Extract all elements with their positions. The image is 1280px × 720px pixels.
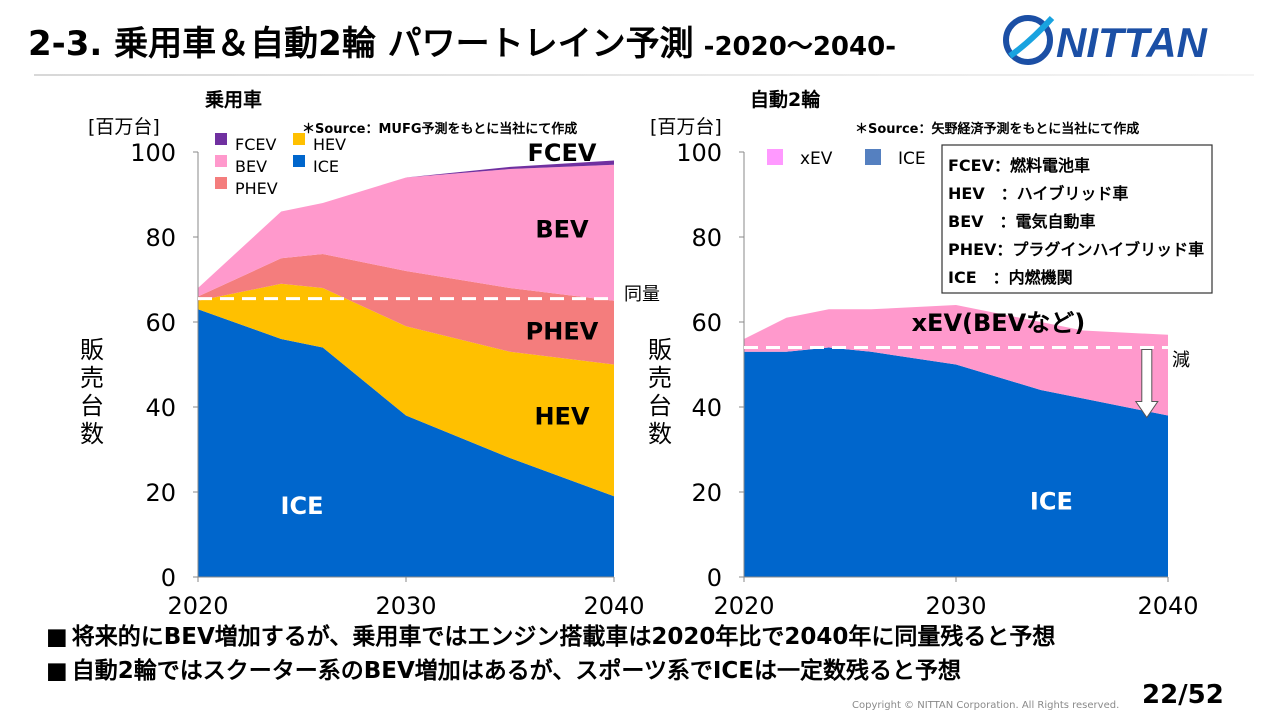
area-label-ice: ICE: [1030, 488, 1073, 516]
bullet-marker: ■: [46, 658, 68, 684]
chart-heading: 乗用車: [205, 88, 262, 111]
area-phev: [198, 254, 614, 365]
y-tick-label: 80: [691, 224, 722, 252]
y-tick-label: 0: [161, 564, 176, 592]
reference-label: 減: [1172, 350, 1190, 371]
y-axis-label-char: 販: [80, 336, 104, 364]
legend-label: ICE: [898, 149, 926, 169]
x-tick-label: 2020: [167, 592, 228, 620]
page-number: 22/52: [1142, 680, 1224, 710]
x-tick-label: 2040: [583, 592, 644, 620]
y-tick-label: 0: [707, 564, 722, 592]
x-tick-label: 2030: [375, 592, 436, 620]
glossary-row: BEV ：電気自動車: [948, 212, 1096, 231]
logo-swoosh-icon: [1008, 15, 1055, 59]
area-label-hev: HEV: [534, 403, 589, 431]
chart-source: ＊Source：MUFG予測をもとに当社にて作成: [302, 121, 577, 137]
y-tick-label: 60: [691, 309, 722, 337]
chart-unit: [百万台]: [88, 116, 160, 138]
y-axis-label-char: 数: [648, 420, 672, 448]
legend-swatch: [215, 155, 227, 167]
legend-swatch: [865, 149, 881, 165]
legend-swatch: [215, 133, 227, 145]
chart-1: [193, 133, 615, 582]
legend-swatch: [215, 177, 227, 189]
y-axis-label-char: 売: [648, 364, 672, 392]
nittan-logo: NITTAN: [1003, 15, 1209, 66]
area-ice: [744, 347, 1168, 577]
legend-label: ICE: [313, 157, 339, 176]
y-tick-label: 80: [145, 224, 176, 252]
decrease-arrow-icon: [1134, 349, 1159, 419]
glossary-row: HEV ：ハイブリッド車: [948, 184, 1128, 203]
summary-bullets: ■ 将来的にBEV増加するが、乗用車ではエンジン搭載車は2020年比で2040年に…: [46, 620, 1055, 688]
y-axis-label-char: 販: [648, 336, 672, 364]
area-label-bev: BEV: [535, 216, 589, 244]
legend-label: PHEV: [235, 179, 278, 198]
y-tick-label: 100: [676, 139, 722, 167]
page-title-sub: -2020～2040-: [703, 32, 896, 62]
chart-2: [739, 149, 1169, 582]
chart-heading: 自動2輪: [750, 88, 821, 111]
legend-label: xEV: [800, 149, 833, 169]
y-axis-label-char: 台: [80, 392, 104, 420]
legend-label: FCEV: [235, 135, 276, 154]
area-ice: [198, 309, 614, 577]
logo-ring-icon: [1003, 15, 1053, 65]
area-bev: [198, 164, 614, 301]
page-title: 2-3. 乗用車＆自動2輪 パワートレイン予測 -2020～2040-: [28, 16, 896, 65]
y-tick-label: 100: [130, 139, 176, 167]
area-label-fcev: FCEV: [528, 139, 597, 167]
area-label-phev: PHEV: [526, 318, 599, 346]
bullet-text: 将来的にBEV増加するが、乗用車ではエンジン搭載車は2020年比で2040年に同…: [71, 624, 1056, 650]
y-tick-label: 40: [145, 394, 176, 422]
legend-swatch: [767, 149, 783, 165]
chart-source: ＊Source：矢野経済予測をもとに当社にて作成: [855, 121, 1139, 137]
y-tick-label: 40: [691, 394, 722, 422]
glossary-row: FCEV：燃料電池車: [948, 156, 1090, 175]
bullet-1: ■ 将来的にBEV増加するが、乗用車ではエンジン搭載車は2020年比で2040年に…: [46, 620, 1055, 654]
y-axis-label-char: 台: [648, 392, 672, 420]
copyright: Copyright © NITTAN Corporation. All Righ…: [852, 700, 1120, 711]
title-divider: [34, 74, 1254, 76]
bullet-marker: ■: [46, 624, 68, 650]
area-xev: [744, 305, 1168, 416]
bullet-text: 自動2輪ではスクーター系のBEV増加はあるが、スポーツ系でICEは一定数残ると予…: [71, 658, 962, 684]
glossary-box: [941, 144, 1213, 294]
legend-swatch: [293, 155, 305, 167]
y-tick-label: 20: [691, 479, 722, 507]
bullet-2: ■ 自動2輪ではスクーター系のBEV増加はあるが、スポーツ系でICEは一定数残ると…: [46, 654, 1055, 688]
area-label-xev: xEV(BEVなど): [912, 309, 1086, 337]
x-tick-label: 2040: [1137, 592, 1198, 620]
page-title-text: 2-3. 乗用車＆自動2輪 パワートレイン予測: [28, 24, 694, 64]
legend-label: HEV: [313, 135, 346, 154]
x-tick-label: 2020: [713, 592, 774, 620]
logo-wordmark: NITTAN: [1056, 19, 1209, 66]
y-tick-label: 60: [145, 309, 176, 337]
y-tick-label: 20: [145, 479, 176, 507]
area-hev: [198, 283, 614, 497]
glossary-row: ICE ：内燃機関: [948, 268, 1073, 287]
chart-unit: [百万台]: [650, 116, 722, 138]
legend-swatch: [293, 133, 305, 145]
legend-label: BEV: [235, 157, 267, 176]
y-axis-label-char: 売: [80, 364, 104, 392]
y-axis-label-char: 数: [80, 420, 104, 448]
glossary-row: PHEV：プラグインハイブリッド車: [948, 240, 1204, 259]
area-label-ice: ICE: [281, 492, 324, 520]
x-tick-label: 2030: [925, 592, 986, 620]
reference-label: 同量: [624, 284, 660, 305]
